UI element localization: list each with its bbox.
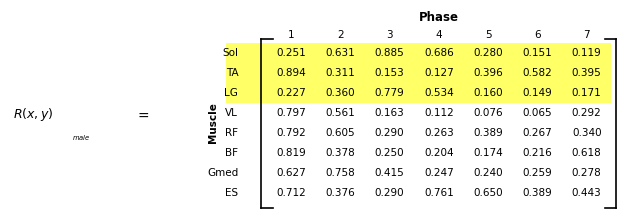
Text: 0.395: 0.395 (572, 68, 601, 78)
Text: 0.311: 0.311 (325, 68, 356, 78)
Text: $R(x, y)$: $R(x, y)$ (13, 106, 53, 123)
Text: 0.065: 0.065 (523, 108, 552, 118)
Text: BF: BF (225, 148, 238, 158)
Text: 6: 6 (534, 30, 540, 40)
Text: 1: 1 (288, 30, 295, 40)
Text: 0.153: 0.153 (375, 68, 404, 78)
Text: 0.127: 0.127 (424, 68, 454, 78)
Text: 0.631: 0.631 (325, 48, 356, 58)
Text: 0.292: 0.292 (572, 108, 601, 118)
Text: 0.278: 0.278 (572, 168, 601, 178)
Text: 0.076: 0.076 (473, 108, 503, 118)
Text: 0.761: 0.761 (424, 188, 454, 198)
Text: Sol: Sol (222, 48, 238, 58)
Text: 0.227: 0.227 (277, 88, 306, 98)
Text: 0.151: 0.151 (522, 48, 552, 58)
FancyBboxPatch shape (226, 63, 611, 83)
Text: 0.415: 0.415 (375, 168, 404, 178)
Text: 0.396: 0.396 (473, 68, 503, 78)
Text: Phase: Phase (419, 11, 459, 24)
Text: 0.160: 0.160 (473, 88, 503, 98)
Text: 0.263: 0.263 (424, 128, 454, 138)
Text: 0.259: 0.259 (522, 168, 552, 178)
Text: 0.389: 0.389 (473, 128, 503, 138)
FancyBboxPatch shape (226, 83, 611, 103)
Text: $_{male}$: $_{male}$ (72, 133, 91, 143)
Text: 4: 4 (436, 30, 442, 40)
Text: 0.582: 0.582 (522, 68, 552, 78)
Text: 0.171: 0.171 (572, 88, 601, 98)
Text: 0.443: 0.443 (572, 188, 601, 198)
Text: 0.204: 0.204 (424, 148, 454, 158)
Text: 5: 5 (485, 30, 492, 40)
Text: Gmed: Gmed (207, 168, 238, 178)
Text: RF: RF (225, 128, 238, 138)
Text: 0.885: 0.885 (375, 48, 404, 58)
Text: 0.712: 0.712 (277, 188, 306, 198)
Text: 0.686: 0.686 (424, 48, 454, 58)
Text: 0.280: 0.280 (473, 48, 503, 58)
Text: 0.216: 0.216 (522, 148, 552, 158)
Text: 0.340: 0.340 (572, 128, 601, 138)
Text: 0.376: 0.376 (325, 188, 356, 198)
Text: 0.267: 0.267 (522, 128, 552, 138)
FancyBboxPatch shape (226, 43, 611, 63)
Text: 0.163: 0.163 (375, 108, 404, 118)
Text: 0.605: 0.605 (325, 128, 355, 138)
Text: 0.250: 0.250 (375, 148, 404, 158)
Text: LG: LG (224, 88, 238, 98)
Text: 0.174: 0.174 (473, 148, 503, 158)
Text: 0.360: 0.360 (325, 88, 355, 98)
Text: 0.240: 0.240 (473, 168, 503, 178)
Text: 0.251: 0.251 (277, 48, 306, 58)
Text: TA: TA (226, 68, 238, 78)
Text: Muscle: Muscle (208, 103, 218, 144)
Text: 0.378: 0.378 (325, 148, 356, 158)
Text: 0.247: 0.247 (424, 168, 454, 178)
Text: 0.797: 0.797 (277, 108, 306, 118)
Text: 0.561: 0.561 (325, 108, 356, 118)
Text: 2: 2 (337, 30, 344, 40)
Text: ES: ES (225, 188, 238, 198)
Text: 0.894: 0.894 (277, 68, 306, 78)
Text: 0.819: 0.819 (277, 148, 306, 158)
Text: 0.290: 0.290 (375, 128, 404, 138)
Text: 0.534: 0.534 (424, 88, 454, 98)
Text: 0.112: 0.112 (424, 108, 454, 118)
Text: 0.650: 0.650 (473, 188, 503, 198)
Text: 0.119: 0.119 (572, 48, 601, 58)
Text: 7: 7 (583, 30, 590, 40)
Text: 0.149: 0.149 (522, 88, 552, 98)
Text: 0.792: 0.792 (277, 128, 306, 138)
Text: 3: 3 (386, 30, 393, 40)
Text: 0.290: 0.290 (375, 188, 404, 198)
Text: 0.779: 0.779 (375, 88, 404, 98)
Text: 0.389: 0.389 (522, 188, 552, 198)
Text: 0.627: 0.627 (277, 168, 306, 178)
Text: 0.758: 0.758 (325, 168, 356, 178)
Text: VL: VL (225, 108, 238, 118)
Text: $=$: $=$ (135, 107, 150, 122)
Text: 0.618: 0.618 (572, 148, 601, 158)
